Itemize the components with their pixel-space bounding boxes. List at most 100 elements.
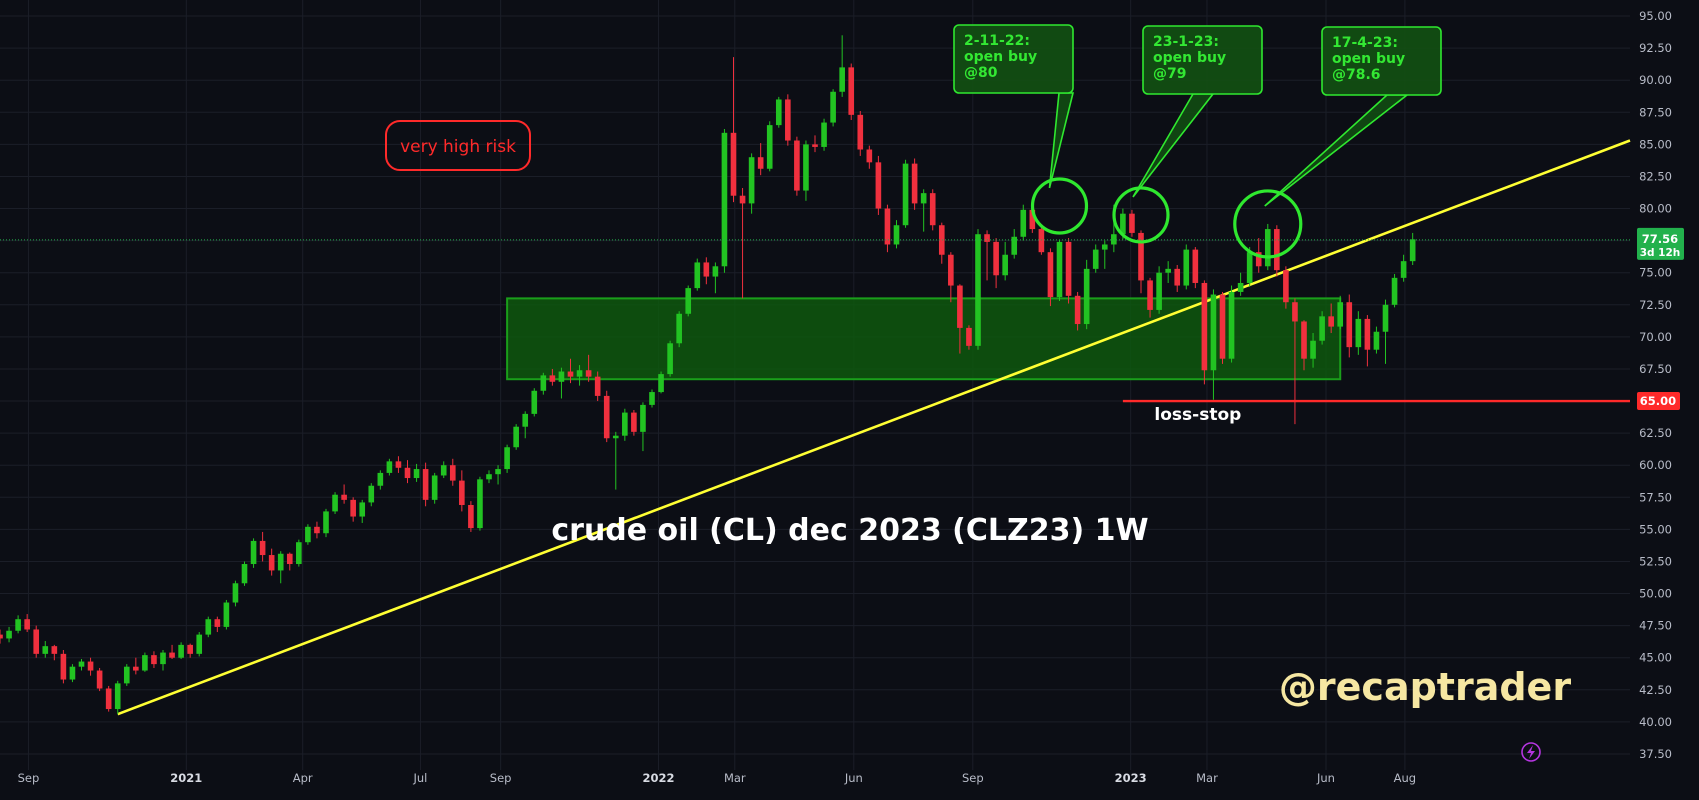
candle — [105, 685, 112, 712]
candle — [785, 94, 791, 146]
candle-body — [594, 376, 601, 396]
price-axis[interactable]: 95.0092.5090.0087.5085.0082.5080.0077.50… — [1637, 9, 1684, 761]
candle-body — [1092, 249, 1099, 269]
candle-body — [1201, 282, 1208, 371]
candle-body — [151, 655, 157, 665]
candle — [812, 135, 818, 153]
candle — [1065, 238, 1072, 304]
candle-body — [296, 542, 302, 565]
candle-body — [993, 241, 999, 276]
candle-body — [359, 502, 366, 517]
candle — [739, 188, 746, 299]
price-tick-label: 50.00 — [1639, 587, 1672, 601]
candle-body — [1255, 252, 1262, 267]
time-tick-label: Jun — [844, 771, 863, 785]
time-tick-label: 2023 — [1115, 771, 1147, 785]
candle — [359, 499, 366, 523]
price-tick-label: 45.00 — [1639, 651, 1672, 665]
candle — [386, 458, 393, 476]
candle — [631, 410, 637, 436]
candle-body — [1310, 340, 1316, 359]
candle-body — [133, 666, 139, 671]
candle — [160, 650, 166, 671]
callout-box — [1142, 25, 1263, 95]
price-tick-label: 72.50 — [1639, 298, 1672, 312]
candle — [1002, 241, 1008, 281]
candle-body — [160, 652, 166, 665]
candle — [1373, 326, 1380, 354]
candle — [0, 629, 3, 644]
candle-body — [486, 474, 492, 480]
candle — [1165, 261, 1171, 283]
lightning-bolt-icon[interactable] — [1521, 742, 1541, 762]
candle — [585, 354, 592, 382]
callout-text-line: @80 — [964, 65, 998, 81]
candle-body — [459, 480, 465, 505]
candle-body — [957, 285, 963, 328]
candle — [431, 472, 438, 504]
candle-body — [848, 67, 855, 115]
candle — [920, 189, 927, 232]
candle — [413, 463, 420, 482]
candle-body — [15, 619, 21, 631]
watermark-text: @recaptrader — [1279, 665, 1571, 709]
candle — [1283, 266, 1289, 309]
candle-body — [730, 132, 737, 196]
candle-body — [1237, 282, 1244, 292]
candle — [1092, 244, 1099, 273]
time-tick-label: Jun — [1316, 771, 1335, 785]
candle — [96, 667, 103, 692]
price-tick-label: 42.50 — [1639, 683, 1672, 697]
candle-body — [966, 327, 972, 346]
candle-body — [1301, 321, 1307, 359]
candle-body — [721, 132, 728, 267]
candle — [1083, 259, 1090, 330]
candle — [6, 626, 12, 643]
candle — [694, 258, 701, 291]
candle-body — [948, 254, 954, 286]
candle — [1101, 240, 1108, 269]
candle — [404, 460, 411, 484]
candle-body — [277, 553, 284, 571]
candle-body — [938, 225, 945, 255]
candle-body — [640, 404, 646, 432]
candle — [676, 311, 682, 348]
candle — [78, 658, 85, 671]
candle-body — [649, 392, 655, 405]
candle-body — [495, 469, 501, 475]
candle — [133, 657, 139, 675]
candle — [196, 632, 203, 657]
candle-body — [114, 683, 121, 710]
candle-body — [739, 195, 746, 204]
risk-badge-border — [385, 120, 531, 171]
candle-body — [1047, 252, 1054, 298]
candle — [594, 371, 601, 402]
candle — [1129, 209, 1135, 237]
candle — [839, 35, 845, 97]
candle-body — [757, 157, 764, 169]
candle — [1228, 285, 1235, 363]
candle-body — [540, 375, 547, 391]
candle-body — [87, 661, 94, 671]
price-tick-label: 75.00 — [1639, 266, 1672, 280]
candle-body — [576, 370, 583, 377]
candle-body — [504, 447, 510, 470]
candle-body — [775, 99, 782, 126]
time-axis[interactable]: Sep 2021 Apr Jul Sep 2022 Mar Jun Sep 2023 Mar Jun A… — [18, 771, 1417, 785]
time-tick-label: 2022 — [642, 771, 674, 785]
candle — [911, 158, 918, 210]
candle — [830, 89, 836, 127]
candle-body — [6, 630, 12, 639]
callout-text-line: open buy — [1332, 51, 1405, 67]
candle — [1274, 225, 1280, 277]
candle-body — [875, 162, 882, 209]
candle-body — [123, 666, 130, 684]
candle-body — [1382, 304, 1389, 332]
price-tick-label: 92.50 — [1639, 41, 1672, 55]
candle-body — [612, 435, 619, 439]
stop-loss-label: loss-stop — [1154, 405, 1241, 425]
candle — [51, 644, 58, 661]
candle — [938, 222, 945, 264]
